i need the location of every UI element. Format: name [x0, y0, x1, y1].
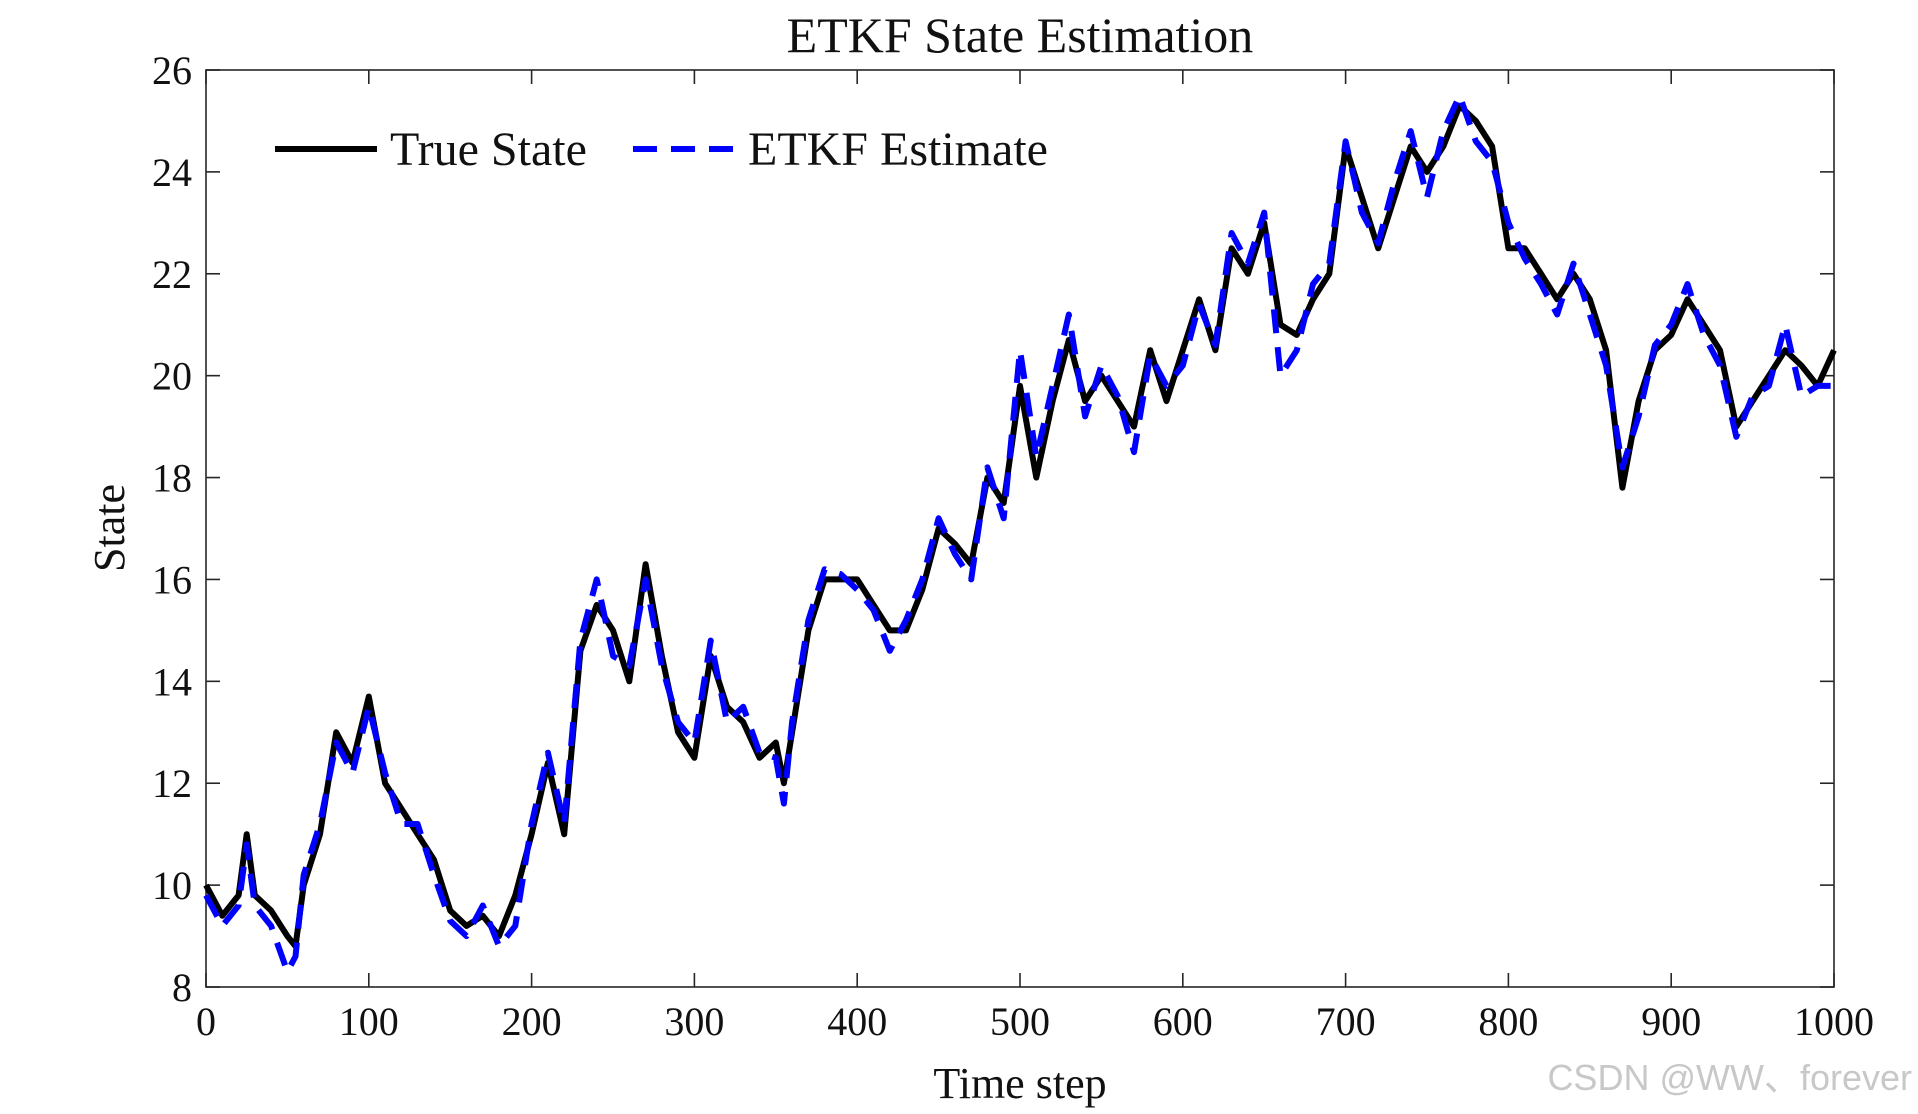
x-tick-label: 200: [502, 999, 562, 1044]
axes: 0 100 200 300 400 500 600 700 800 900 1000 8 10 12 14 1…: [152, 48, 1874, 1044]
watermark: CSDN @WW、forever: [1547, 1057, 1912, 1098]
series-line-etkf-estimate: [203, 92, 1834, 975]
chart-title: ETKF State Estimation: [787, 7, 1254, 63]
x-tick-label: 400: [827, 999, 887, 1044]
x-tick-label: 500: [990, 999, 1050, 1044]
x-tick-label: 700: [1316, 999, 1376, 1044]
y-tick-label: 14: [152, 659, 192, 704]
x-tick-label: 1000: [1794, 999, 1874, 1044]
y-tick-label: 8: [172, 965, 192, 1010]
y-tick-label: 18: [152, 456, 192, 501]
y-tick-label: 12: [152, 761, 192, 806]
x-tick-label: 600: [1153, 999, 1213, 1044]
y-tick-label: 22: [152, 252, 192, 297]
x-tick-label: 0: [196, 999, 216, 1044]
y-tick-label: 10: [152, 863, 192, 908]
legend-label-etkf-estimate: ETKF Estimate: [748, 123, 1048, 176]
legend-label-true-state: True State: [390, 123, 587, 176]
x-tick-label: 300: [664, 999, 724, 1044]
y-axis-label: State: [85, 484, 134, 572]
y-tick-label: 20: [152, 354, 192, 399]
y-tick-label: 16: [152, 557, 192, 602]
y-tick-label: 24: [152, 150, 192, 195]
plot-area: [205, 69, 1835, 988]
x-tick-label: 100: [339, 999, 399, 1044]
x-axis-label: Time step: [933, 1059, 1106, 1108]
x-tick-label: 800: [1478, 999, 1538, 1044]
series-line-true-state: [203, 102, 1837, 950]
series-layer: [203, 92, 1837, 975]
legend: True State ETKF Estimate: [275, 123, 1048, 176]
x-tick-label: 900: [1641, 999, 1701, 1044]
y-tick-label: 26: [152, 48, 192, 93]
